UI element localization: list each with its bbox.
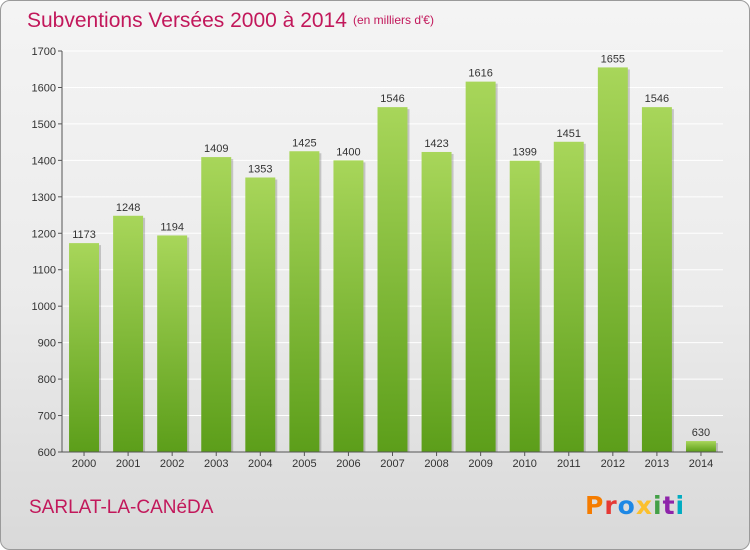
y-tick-label: 1000: [32, 301, 56, 313]
bar-value-label: 1399: [512, 147, 536, 159]
bar: [641, 107, 672, 452]
x-tick-label: 2004: [248, 458, 272, 470]
logo-letter: i: [675, 491, 686, 520]
bar-value-label: 1173: [72, 229, 96, 241]
bar: [289, 151, 320, 452]
bar-value-label: 1423: [424, 138, 448, 150]
bar-value-label: 1248: [116, 202, 140, 214]
x-tick-label: 2008: [424, 458, 448, 470]
y-tick-label: 1400: [32, 155, 56, 167]
bar: [553, 141, 584, 452]
x-tick-label: 2010: [512, 458, 536, 470]
logo-letter: t: [662, 491, 676, 520]
bar: [113, 215, 144, 452]
proxiti-logo: Proxiti: [585, 491, 685, 520]
bar: [245, 177, 276, 453]
bar: [157, 235, 188, 452]
axes: 600 700 800 900 1000 1100 1200 1300 1400 1500 1600…: [32, 46, 723, 470]
x-tick-label: 2002: [160, 458, 184, 470]
commune-name: SARLAT-LA-CANéDA: [29, 497, 214, 518]
bar-value-label: 1425: [292, 137, 316, 149]
bar-value-label: 1616: [468, 68, 492, 80]
bar-value-label: 1409: [204, 143, 228, 155]
bar-value-label: 630: [692, 427, 710, 439]
y-tick-label: 1200: [32, 228, 56, 240]
y-tick-label: 1100: [32, 265, 56, 277]
y-tick-label: 1700: [32, 46, 56, 58]
y-tick-label: 1600: [32, 82, 56, 94]
logo-letter: o: [617, 491, 636, 520]
y-tick-label: 1300: [32, 192, 56, 204]
bar-value-label: 1400: [336, 146, 360, 158]
bar: [509, 160, 540, 452]
x-tick-label: 2011: [557, 458, 581, 470]
x-tick-label: 2003: [204, 458, 228, 470]
bar: [201, 157, 232, 452]
x-tick-label: 2006: [336, 458, 360, 470]
logo-letter: i: [653, 491, 663, 520]
bar-value-label: 1194: [160, 221, 184, 233]
logo-letter: x: [635, 491, 653, 520]
bar: [69, 243, 100, 452]
y-tick-label: 700: [38, 411, 56, 423]
bars: [69, 67, 718, 453]
bar: [377, 107, 408, 452]
y-tick-label: 1500: [32, 119, 56, 131]
bar: [685, 441, 716, 452]
y-tick-label: 600: [38, 447, 56, 459]
chart-title: Subventions Versées 2000 à 2014: [27, 9, 347, 32]
x-tick-label: 2007: [380, 458, 404, 470]
bar: [465, 81, 496, 452]
x-tick-label: 2014: [689, 458, 713, 470]
x-tick-label: 2005: [292, 458, 316, 470]
bar-value-label: 1353: [248, 163, 272, 175]
logo-letter: P: [585, 491, 605, 520]
x-tick-label: 2013: [645, 458, 669, 470]
bar: [421, 151, 452, 452]
bar: [333, 160, 364, 452]
y-tick-label: 800: [38, 374, 56, 386]
x-tick-label: 2009: [468, 458, 492, 470]
bar-value-label: 1451: [557, 128, 581, 140]
x-tick-label: 2001: [116, 458, 140, 470]
bar-value-label: 1546: [380, 93, 404, 105]
bar: [597, 67, 628, 453]
bar-value-label: 1546: [645, 93, 669, 105]
logo-letter: r: [604, 491, 618, 520]
labels: 1173 1248 1194 1409 1353 1425 1400 1546 1423 1616…: [72, 53, 710, 439]
x-tick-label: 2012: [601, 458, 625, 470]
unit-note: (en milliers d'€): [353, 13, 434, 27]
y-tick-label: 900: [38, 338, 56, 350]
bar-value-label: 1655: [601, 53, 625, 65]
x-tick-label: 2000: [72, 458, 96, 470]
